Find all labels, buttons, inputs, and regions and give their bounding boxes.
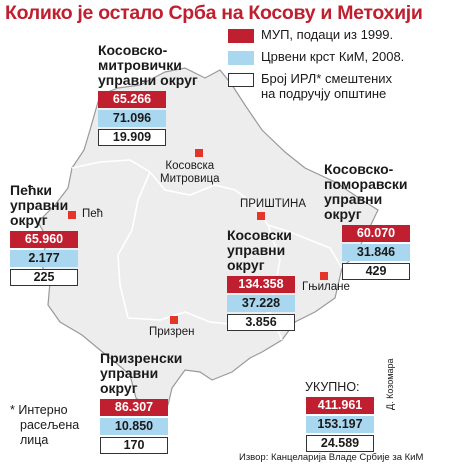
district-pec: Пећки управни округ 65.960 2.177 225	[10, 183, 78, 288]
city-label-mitrovica: Косовска Митровица	[160, 160, 220, 185]
district-mitrovica: Косовско- митровички управни округ 65.26…	[98, 43, 198, 148]
city-marker-pristina	[257, 212, 265, 220]
legend-label: Црвени крст КиМ, 2008.	[261, 49, 405, 64]
district-pomoravlje: Косовско- поморавски управни округ 60.07…	[324, 162, 410, 282]
city-label-prizren: Призрен	[149, 326, 195, 338]
district-border	[267, 224, 343, 269]
city-label-gnjilane: Гњилане	[302, 281, 350, 293]
total-mup-value: 411.961	[306, 397, 374, 414]
mup-value: 134.358	[227, 276, 295, 293]
district-name: Косовско- митровички управни округ	[98, 42, 198, 88]
irl-value: 19.909	[98, 129, 166, 146]
source-note: Извор: Канцеларија Владе Србије за КиМ	[239, 452, 424, 463]
mup-value: 86.307	[100, 399, 168, 416]
city-label-pec: Пећ	[82, 208, 104, 220]
mup-value: 65.266	[98, 91, 166, 108]
district-border	[117, 171, 151, 319]
red-cross-value: 37.228	[227, 295, 295, 312]
total-red-cross-value: 153.197	[306, 416, 374, 433]
total-irl-value: 24.589	[306, 435, 374, 452]
legend-label: Број ИРЛ* смештених на подручју општине	[261, 71, 393, 101]
legend-swatch-blue	[228, 51, 254, 65]
district-name: Пећки управни округ	[10, 182, 69, 228]
district-kosovo: Косовски управни округ 134.358 37.228 3.…	[227, 228, 295, 333]
district-name: Призренски управни округ	[100, 350, 183, 396]
district-border	[71, 159, 269, 226]
red-cross-value: 10.850	[100, 418, 168, 435]
district-name: Косовски управни округ	[227, 227, 292, 273]
city-marker-pec	[68, 211, 76, 219]
total-label: УКУПНО:	[305, 380, 360, 394]
city-marker-gnjilane	[320, 272, 328, 280]
red-cross-value: 31.846	[342, 244, 410, 261]
author-credit: Д. Козомара	[385, 358, 395, 410]
red-cross-value: 71.096	[98, 110, 166, 127]
mup-value: 65.960	[10, 231, 78, 248]
footnote: * Интерно расељена лица	[10, 403, 80, 447]
red-cross-value: 2.177	[10, 250, 78, 267]
legend-swatch-white	[228, 73, 254, 87]
irl-value: 429	[342, 263, 410, 280]
irl-value: 170	[100, 437, 168, 454]
page-title: Колико је остало Срба на Косову и Метохи…	[5, 2, 423, 24]
legend-swatch-red	[228, 29, 254, 43]
city-label-pristina: ПРИШТИНА	[240, 198, 307, 210]
city-marker-prizren	[170, 316, 178, 324]
district-border	[267, 224, 281, 313]
irl-value: 3.856	[227, 314, 295, 331]
district-prizren: Призренски управни округ 86.307 10.850 1…	[100, 351, 182, 456]
total-values: 411.961 153.197 24.589	[306, 397, 374, 454]
district-name: Косовско- поморавски управни округ	[324, 161, 408, 222]
mup-value: 60.070	[342, 225, 410, 242]
irl-value: 225	[10, 269, 78, 286]
city-marker-mitrovica	[195, 149, 203, 157]
legend-label: МУП, подаци из 1999.	[261, 27, 394, 42]
